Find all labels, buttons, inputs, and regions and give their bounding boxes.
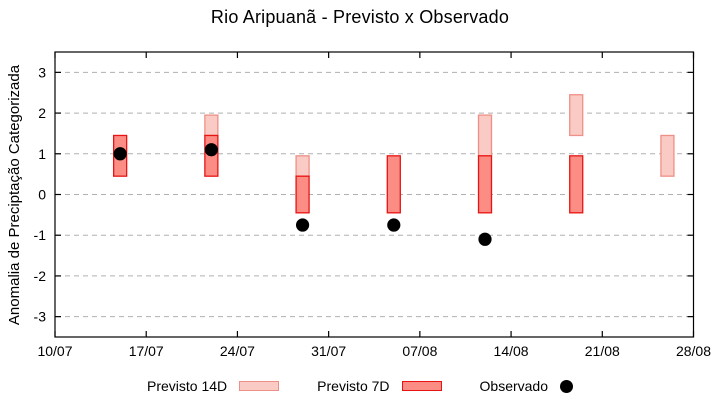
- x-tick-label: 24/07: [220, 343, 255, 359]
- y-tick-label: -2: [34, 268, 47, 284]
- observado-point: [478, 232, 492, 246]
- legend-item-previsto-14d: Previsto 14D: [147, 378, 280, 394]
- y-tick-label: -1: [34, 227, 47, 243]
- legend-item-observado: Observado: [480, 378, 573, 394]
- bar-previsto-14d: [477, 114, 493, 157]
- legend-swatch-previsto-7d-icon: [401, 381, 442, 391]
- x-tick-label: 10/07: [37, 343, 72, 359]
- y-tick-label: 2: [38, 105, 46, 121]
- x-tick-label: 07/08: [402, 343, 437, 359]
- legend-label-previsto-14d: Previsto 14D: [147, 378, 228, 394]
- y-tick-label: -3: [34, 309, 47, 325]
- legend-label-previsto-7d: Previsto 7D: [317, 378, 390, 394]
- bar-previsto-14d: [295, 155, 310, 177]
- y-tick-label: 3: [38, 64, 46, 80]
- chart-title: Rio Aripuanã - Previsto x Observado: [210, 7, 510, 27]
- bar-previsto-14d: [204, 114, 219, 137]
- legend-label-observado: Observado: [479, 378, 548, 394]
- legend-swatch-previsto-14d-icon: [239, 381, 280, 391]
- observado-point: [387, 218, 401, 232]
- bar-previsto-7d: [295, 175, 310, 214]
- bar-previsto-7d: [477, 155, 493, 214]
- x-tick-label: 21/08: [585, 343, 620, 359]
- bar-previsto-14d: [660, 134, 675, 177]
- observado-point: [204, 143, 218, 157]
- bar-previsto-7d: [386, 155, 401, 214]
- observado-point: [113, 147, 127, 161]
- bar-previsto-14d: [569, 94, 584, 137]
- y-tick-label: 1: [38, 146, 46, 162]
- x-tick-label: 14/08: [494, 343, 529, 359]
- legend-marker-observado-icon: [560, 379, 573, 393]
- x-tick-label: 31/07: [311, 343, 346, 359]
- legend: Previsto 14D Previsto 7D Observado: [0, 373, 720, 399]
- observado-point: [295, 218, 310, 232]
- x-tick-label: 17/07: [129, 343, 164, 359]
- x-tick-label: 28/08: [676, 343, 711, 359]
- y-tick-label: 0: [38, 187, 46, 203]
- bar-previsto-7d: [569, 155, 584, 214]
- legend-item-previsto-7d: Previsto 7D: [317, 378, 442, 394]
